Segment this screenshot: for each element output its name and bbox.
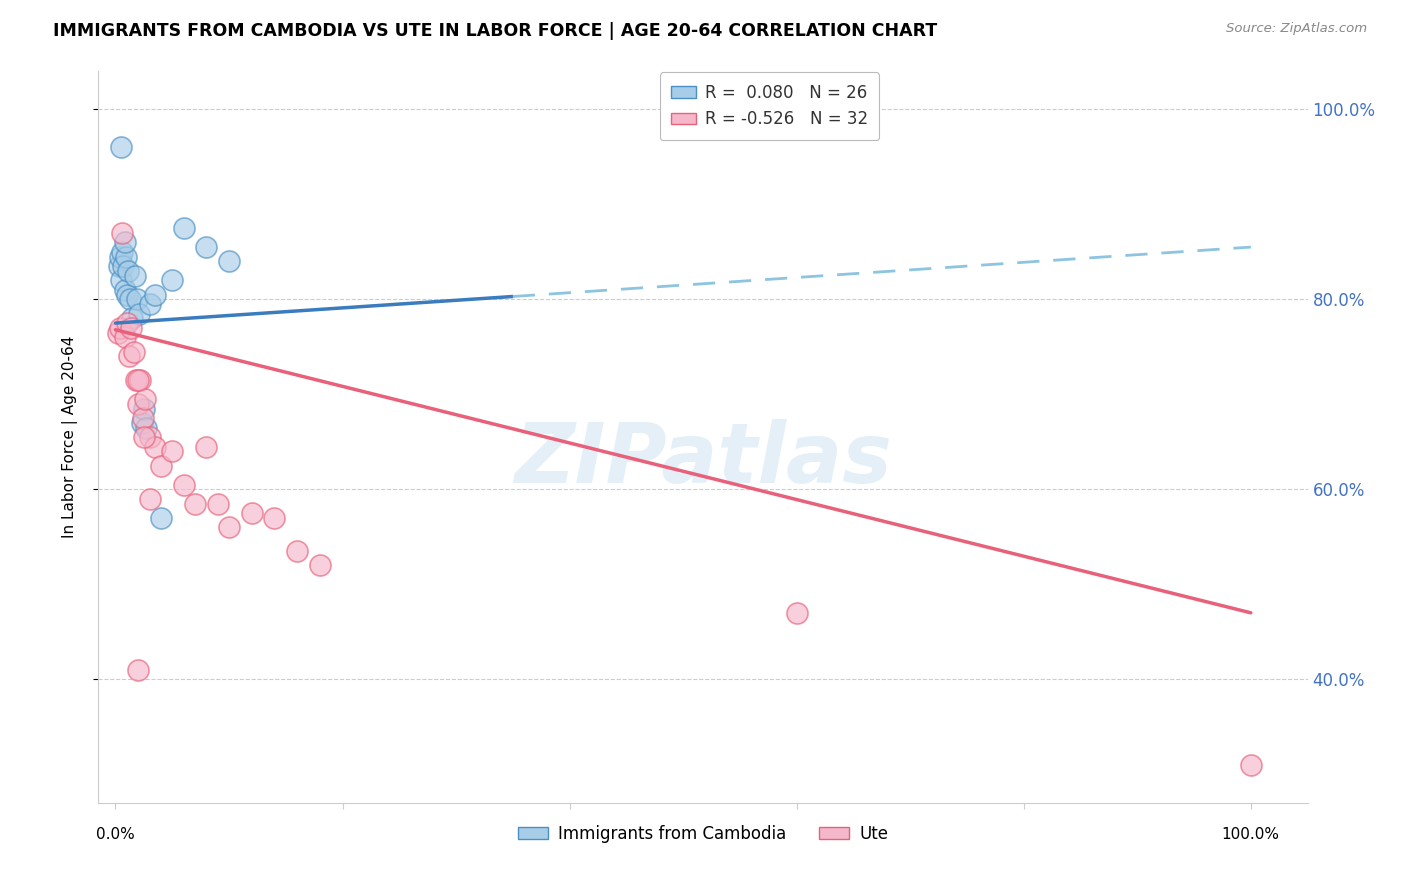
Point (173, 221, 195, 235)
Point (114, 283, 136, 297)
Point (195, 240, 218, 254)
Point (207, 497, 229, 511)
Point (131, 416, 153, 430)
Text: 0.0%: 0.0% (96, 827, 135, 841)
Point (127, 663, 149, 677)
Point (129, 373, 152, 387)
Point (218, 520, 240, 534)
Point (160, 444, 183, 458)
Point (786, 606, 808, 620)
Point (114, 250, 136, 264)
Point (240, 506, 263, 520)
Point (107, 326, 129, 340)
Point (138, 430, 160, 444)
Point (125, 293, 148, 307)
Point (132, 401, 155, 416)
Point (143, 287, 166, 301)
Point (108, 321, 131, 335)
Point (112, 259, 135, 273)
Point (111, 244, 134, 259)
Point (114, 235, 136, 250)
Text: 100.0%: 100.0% (1222, 827, 1279, 841)
Point (124, 268, 146, 283)
Point (132, 430, 155, 444)
Point (149, 511, 172, 525)
Text: Source: ZipAtlas.com: Source: ZipAtlas.com (1226, 22, 1367, 36)
Point (263, 511, 285, 525)
Point (131, 411, 153, 425)
Point (134, 392, 156, 406)
Point (110, 140, 132, 154)
Point (135, 420, 157, 434)
Point (308, 558, 330, 573)
Point (110, 273, 132, 287)
Point (111, 226, 134, 240)
Point (115, 287, 138, 301)
Point (138, 491, 160, 506)
Point (122, 344, 145, 359)
Point (108, 259, 131, 273)
Point (114, 330, 136, 344)
Point (127, 373, 149, 387)
Point (115, 316, 138, 330)
Point (125, 373, 148, 387)
Point (121, 311, 143, 326)
Point (160, 273, 183, 287)
Point (138, 297, 160, 311)
Point (128, 307, 150, 321)
Legend: Immigrants from Cambodia, Ute: Immigrants from Cambodia, Ute (510, 818, 896, 849)
Point (118, 349, 141, 363)
Point (117, 264, 139, 278)
Point (149, 458, 172, 473)
Point (127, 397, 149, 411)
Point (285, 544, 308, 558)
Point (1240, 757, 1263, 772)
Point (218, 254, 240, 268)
Point (143, 440, 166, 454)
Point (173, 477, 195, 491)
Point (108, 250, 131, 264)
Point (120, 293, 142, 307)
Point (120, 321, 142, 335)
Point (195, 440, 218, 454)
Text: IMMIGRANTS FROM CAMBODIA VS UTE IN LABOR FORCE | AGE 20-64 CORRELATION CHART: IMMIGRANTS FROM CAMBODIA VS UTE IN LABOR… (53, 22, 938, 40)
Point (184, 497, 207, 511)
Text: ZIPatlas: ZIPatlas (515, 418, 891, 500)
Y-axis label: In Labor Force | Age 20-64: In Labor Force | Age 20-64 (62, 336, 77, 538)
